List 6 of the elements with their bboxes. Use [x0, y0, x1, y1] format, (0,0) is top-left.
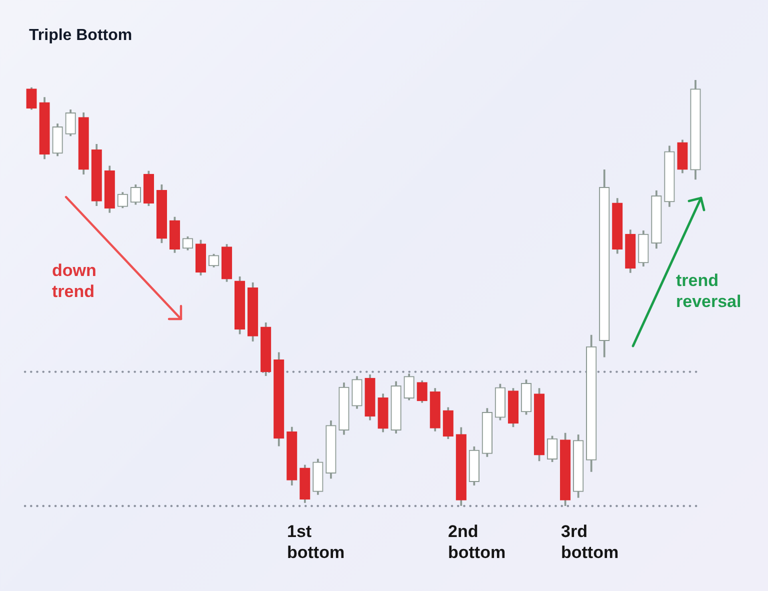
text: 2nd bottom: [448, 521, 506, 563]
annotation: down trend: [52, 260, 96, 302]
chart-title: Triple Bottom: [29, 27, 132, 45]
text: 3rd bottom: [561, 521, 619, 563]
annotation: trend reversal: [676, 270, 742, 312]
text: 1st bottom: [287, 521, 345, 563]
